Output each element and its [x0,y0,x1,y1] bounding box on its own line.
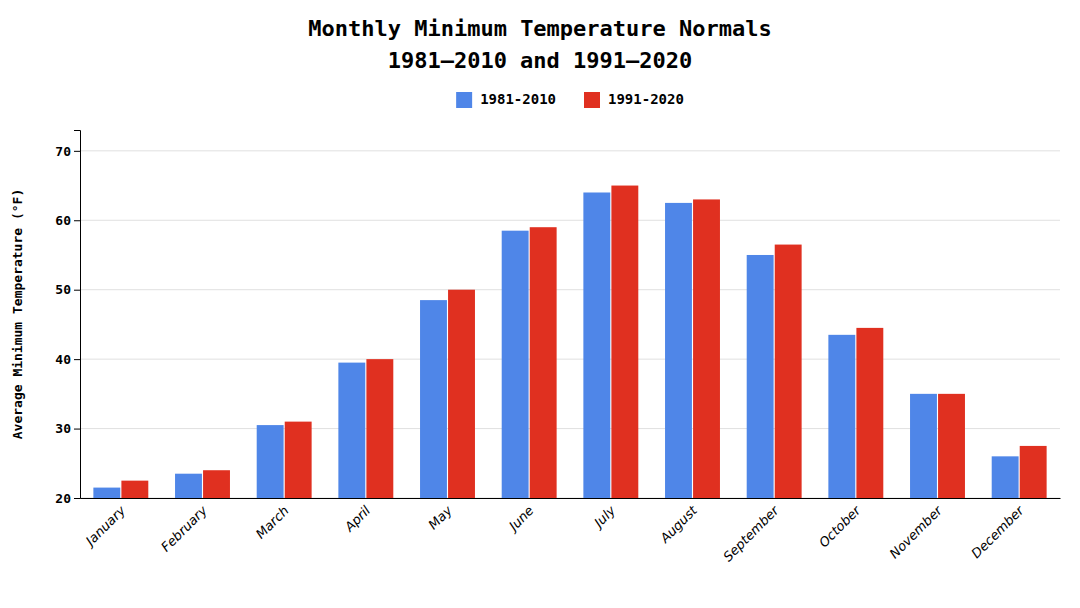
bar [938,394,965,498]
x-axis: January February March April May June July Augu… [81,499,1061,565]
bar [366,359,393,498]
y-tick: 60 [55,213,80,228]
x-tick: December [968,502,1027,561]
bar [121,481,148,498]
x-tick-label: June [504,503,537,536]
y-tick-mark [74,359,80,360]
x-tick-label: November [887,502,947,562]
x-tick: June [504,503,537,536]
y-tick-label: 70 [55,143,71,158]
bar [992,456,1019,498]
x-tick-label: March [253,503,292,542]
subtitle: 1981–2010 and 1991–2020 [388,48,693,73]
bar [448,290,475,498]
bar [175,474,202,498]
bar [583,192,610,498]
y-tick-mark [74,220,80,221]
x-tick: September [720,502,783,565]
x-tick: May [425,503,455,533]
bar [257,425,284,498]
x-tick-label: February [158,503,210,555]
x-tick-label: September [720,502,783,565]
title: Monthly Minimum Temperature Normals [308,16,772,41]
x-tick: October [816,502,865,551]
x-tick: January [81,503,129,551]
x-axis-line [81,498,1061,499]
x-tick: July [589,503,618,532]
x-tick-label: January [81,503,129,551]
y-tick-label: 20 [55,491,71,506]
x-tick-label: May [425,503,455,533]
y-tick-label: 60 [55,213,71,228]
bar [775,245,802,498]
bar [338,363,365,498]
x-tick: February [158,503,210,555]
bar [693,199,720,498]
x-tick-label: April [341,503,374,536]
x-tick: April [341,503,374,536]
x-tick: August [656,502,700,546]
chart: Monthly Minimum Temperature Normals 1981–… [0,0,1080,608]
grid-line [80,220,1060,221]
grid-line [80,150,1060,151]
legend-label: 1991-2020 [608,91,684,107]
y-axis-line [74,131,81,499]
legend-label: 1981-2010 [480,91,556,107]
bar [828,335,855,498]
x-tick-label: July [589,503,618,532]
bar [93,488,120,498]
bar-series [121,186,1046,498]
bar [747,255,774,498]
x-tick-label: December [968,502,1027,561]
bar [285,422,312,498]
legend-item: 1981-2010 [456,91,556,108]
y-tick: 40 [55,352,80,367]
y-tick: 20 [55,491,80,506]
y-tick-label: 40 [55,352,71,367]
y-tick-mark [74,290,80,291]
bar [1020,446,1047,498]
y-axis-title: Average Minimum Temperature (°F) [10,189,25,439]
bar [665,203,692,498]
x-tick-label: August [656,502,700,546]
y-tick-label: 50 [55,282,71,297]
x-tick: March [253,503,292,542]
bar [856,328,883,498]
x-tick-label: October [816,502,865,551]
legend-item: 1991-2020 [584,91,684,108]
bars [93,186,1046,498]
y-tick: 70 [55,143,80,158]
legend: 1981-2010 1991-2020 [456,91,684,108]
bar [502,231,529,498]
y-tick-mark [74,151,80,152]
legend-swatch [584,92,600,108]
y-tick-label: 30 [55,421,71,436]
bar [530,227,557,498]
bar-series [93,192,1018,498]
y-axis: 20 30 40 50 60 70 [55,131,80,506]
y-tick-mark [74,498,80,499]
legend-swatch [456,92,472,108]
grid [80,151,1060,498]
bar [420,300,447,498]
grid-line [80,289,1060,290]
bar [910,394,937,498]
y-tick: 30 [55,421,80,436]
x-tick: November [887,502,947,562]
grid-line [80,359,1060,360]
y-tick-mark [74,429,80,430]
bar [611,186,638,498]
bar [203,470,230,498]
y-tick: 50 [55,282,80,297]
